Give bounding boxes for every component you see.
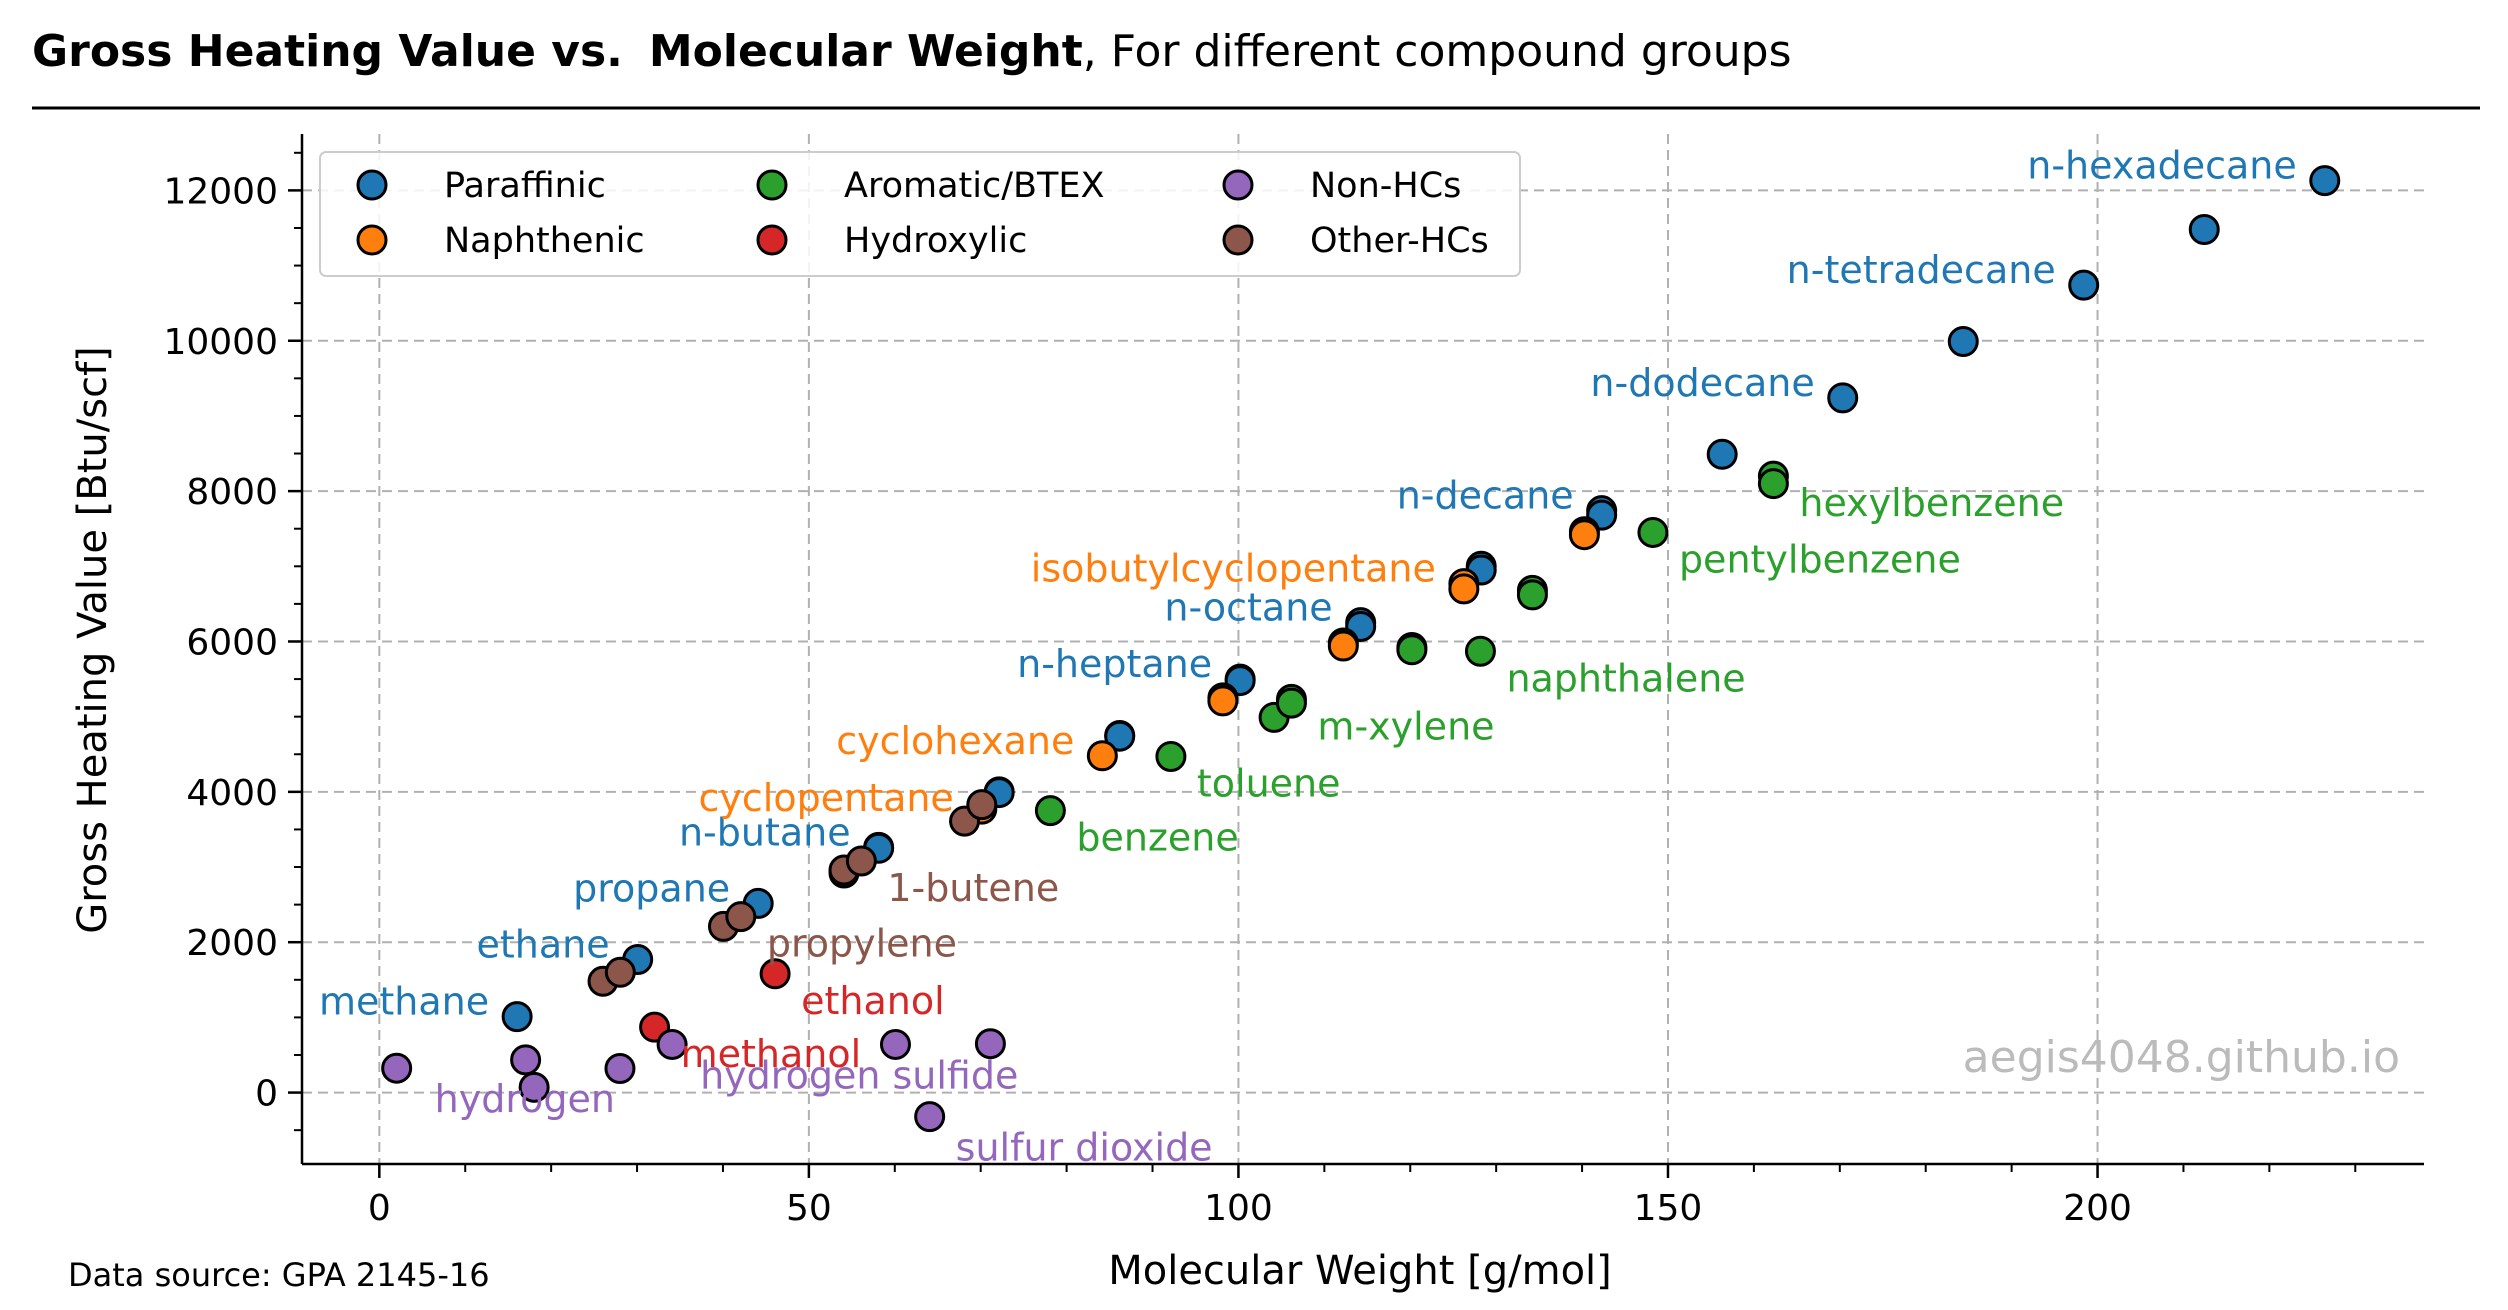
y-tick-label: 10000: [163, 322, 278, 363]
data-point: [2309, 165, 2341, 197]
data-point: [1637, 516, 1669, 548]
legend-label: Other-HCs: [1310, 221, 1489, 261]
x-tick-label: 0: [368, 1188, 391, 1229]
point-label: n-dodecane: [1590, 361, 1814, 405]
data-point: [1464, 635, 1496, 667]
data-point: [1947, 326, 1979, 358]
point-label: n-heptane: [1017, 642, 1212, 686]
data-point: [1448, 573, 1480, 605]
legend-marker: [1222, 224, 1254, 256]
point-label: methanol: [681, 1032, 862, 1076]
y-tick-label: 8000: [186, 472, 278, 513]
data-point: [2188, 213, 2220, 245]
legend-label: Paraffinic: [444, 166, 606, 206]
data-point: [501, 1001, 533, 1033]
point-label: 1-butene: [887, 866, 1059, 910]
points-layer: [381, 165, 2341, 1133]
point-label: hexylbenzene: [1799, 481, 2064, 525]
x-tick-label: 100: [1204, 1188, 1273, 1229]
grid-layer: [302, 134, 2424, 1164]
point-label: methane: [319, 980, 489, 1024]
legend-label: Aromatic/BTEX: [844, 166, 1104, 206]
data-point: [845, 845, 877, 877]
point-label: propane: [573, 866, 730, 910]
data-point: [381, 1052, 413, 1084]
data-point: [1104, 720, 1136, 752]
point-label: isobutylcyclopentane: [1031, 547, 1436, 591]
point-label: m-xylene: [1317, 704, 1494, 748]
data-point: [974, 1028, 1006, 1060]
data-point: [1034, 795, 1066, 827]
data-point: [1207, 685, 1239, 717]
point-label: propylene: [767, 922, 957, 966]
data-point: [966, 789, 998, 821]
point-label: cyclohexane: [836, 719, 1074, 763]
data-point: [2068, 269, 2100, 301]
data-point: [1706, 438, 1738, 470]
data-point: [1275, 687, 1307, 719]
legend-marker: [756, 224, 788, 256]
point-label: sulfur dioxide: [956, 1126, 1213, 1170]
data-point: [1396, 634, 1428, 666]
data-point: [725, 901, 757, 933]
data-point: [656, 1028, 688, 1060]
data-point: [1568, 519, 1600, 551]
y-tick-label: 6000: [186, 622, 278, 663]
legend: Paraffinic Naphthenic Aromatic/BTEX Hydroxy…: [319, 151, 1521, 277]
x-tick-label: 150: [1634, 1188, 1703, 1229]
point-label: cyclopentane: [699, 776, 954, 820]
x-tick-label: 50: [786, 1188, 832, 1229]
data-point: [879, 1028, 911, 1060]
y-tick-label: 4000: [186, 773, 278, 814]
data-point: [759, 958, 791, 990]
data-point: [914, 1101, 946, 1133]
data-point: [604, 956, 636, 988]
data-point: [1086, 740, 1118, 772]
watermark: aegis4048.github.io: [1963, 1032, 2400, 1083]
point-label: n-octane: [1164, 586, 1332, 630]
legend-label: Hydroxylic: [844, 221, 1027, 261]
point-label: n-tetradecane: [1787, 248, 2056, 292]
legend-label: Non-HCs: [1310, 166, 1461, 206]
y-tick-label: 2000: [186, 923, 278, 964]
point-label: hydrogen sulfide: [700, 1053, 1018, 1097]
point-label: naphthalene: [1506, 656, 1745, 700]
point-label: n-hexadecane: [2027, 144, 2297, 188]
x-axis-label: Molecular Weight [g/mol]: [1108, 1248, 1612, 1294]
data-point: [1327, 630, 1359, 662]
point-label: pentylbenzene: [1679, 537, 1961, 581]
legend-frame: [319, 151, 1521, 277]
point-label: toluene: [1197, 762, 1341, 806]
point-label: n-decane: [1397, 474, 1574, 518]
legend-marker: [1222, 169, 1254, 201]
point-label: n-butane: [679, 810, 851, 854]
data-point: [518, 1071, 550, 1103]
legend-marker: [356, 224, 388, 256]
y-tick-label: 0: [255, 1074, 278, 1115]
legend-marker: [756, 169, 788, 201]
legend-marker: [356, 169, 388, 201]
data-point: [1516, 579, 1548, 611]
data-point: [1827, 382, 1859, 414]
x-tick-label: 200: [2063, 1188, 2132, 1229]
y-axis-label: Gross Heating Value [Btu/scf]: [70, 346, 116, 934]
data-point: [510, 1044, 542, 1076]
title-subtitle: , For different compound groups: [1083, 26, 1792, 77]
point-label: benzene: [1076, 816, 1238, 860]
point-labels-layer: methane ethane propane n-butane n-heptane n-o…: [319, 144, 2297, 1170]
chart-title: Gross Heating Value vs. Molecular Weight,…: [32, 26, 1792, 77]
data-point: [1155, 741, 1187, 773]
data-source-note: Data source: GPA 2145-16: [68, 1256, 490, 1294]
data-point: [604, 1053, 636, 1085]
y-tick-label: 12000: [163, 171, 278, 212]
title-bold-part-2: Molecular Weight: [649, 26, 1083, 77]
point-label: ethane: [477, 923, 610, 967]
legend-label: Naphthenic: [444, 221, 645, 261]
data-point: [1757, 468, 1789, 500]
title-bold-part-1: Gross Heating Value vs.: [32, 26, 623, 77]
point-label: hydrogen: [435, 1077, 615, 1121]
point-label: ethanol: [801, 979, 945, 1023]
